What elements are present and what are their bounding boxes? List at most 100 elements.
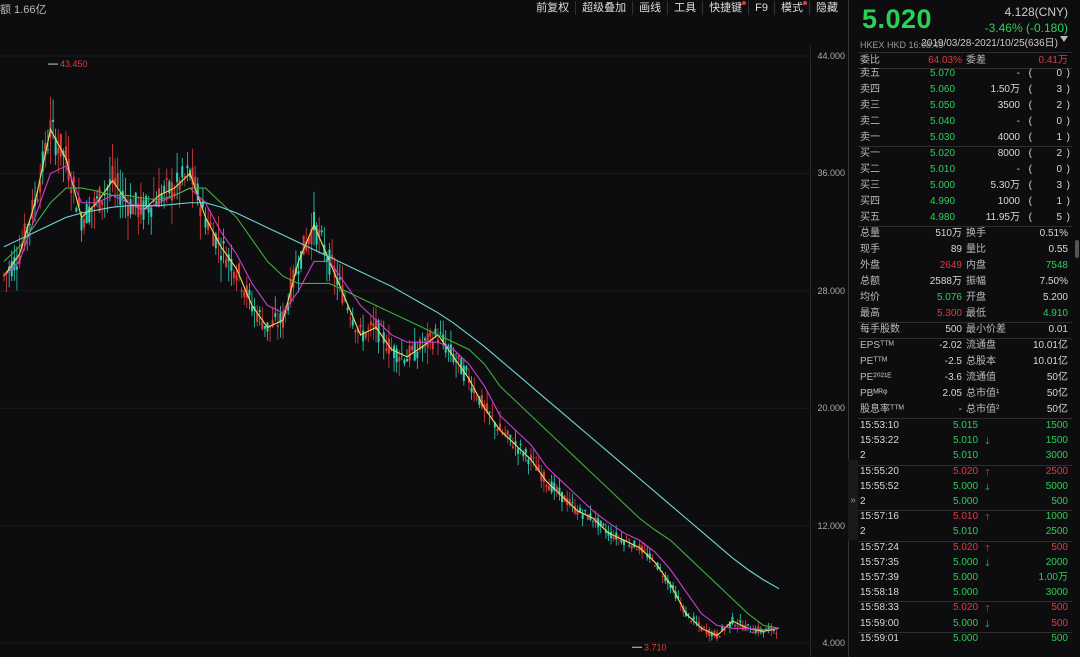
candle-body [522,452,525,457]
stat-label: 流通值 [966,372,996,383]
separator [858,540,1072,542]
tick-row: 15:58:18 5.000 3000 [858,585,1072,601]
candle-body [418,339,421,350]
tick-row: 15:57:16 5.010 🡑 1000 [858,509,1072,525]
candle-body [54,137,57,156]
candle-body [752,631,755,634]
toolbar-item[interactable]: F9 [748,1,774,15]
candle-body [158,188,160,207]
candle-body [145,195,148,206]
candle-body [511,446,514,449]
candle-body [480,395,483,408]
candle-body [767,627,770,629]
candle-body [209,222,212,225]
candle-body [457,355,460,360]
candle-body [483,404,486,409]
tick-volume: 2000 [1045,556,1068,568]
tick-volume: 3000 [1045,450,1068,462]
candle-body [72,176,75,184]
candle-body [235,275,238,281]
candle-body [59,133,62,157]
candle-body [292,269,295,288]
book-price: 5.060 [930,84,956,95]
kline-chart[interactable]: 43.450 3.710 [0,46,810,657]
candle-body [442,334,445,343]
candle-body [431,342,434,350]
book-volume: - [1016,164,1020,175]
collapse-panel-icon[interactable]: » [848,460,858,540]
candle-body [659,567,662,569]
candle-body [747,624,749,626]
panel-scrollbar[interactable] [1075,240,1079,258]
candle-body [610,531,613,539]
stat-row: 总额 2588万 振幅 7.50% [858,274,1072,290]
range-dropdown-icon[interactable] [1060,36,1068,42]
candle-body [83,219,86,228]
toolbar-item[interactable]: 隐藏 [809,1,844,15]
diff-label: 委差 [966,55,986,66]
candle-body [36,198,39,202]
stat-value: 0.01 [1048,324,1068,335]
paren: ( [1028,132,1032,143]
bids-row: 买四 4.990 1000 (1) [858,194,1072,210]
candle-body [426,333,429,348]
toolbar-item[interactable]: 画线 [632,1,667,15]
candle-body [274,313,277,318]
book-count: 2 [1056,100,1062,111]
tick-price: 5.010 [953,450,979,462]
stat-label: 最高 [860,308,880,319]
candle-body [338,277,341,280]
stat-value: 5.300 [936,308,962,319]
tick-row: 2 5.000 500 [858,494,1072,510]
stat-label: EPSᵀᵀᴹ [860,340,894,351]
price-change: -3.46% (-0.180) [984,21,1068,35]
candle-body [320,230,323,233]
candle-body [46,149,49,151]
candle-body [400,353,403,355]
candle-body [697,622,700,626]
toolbar-item[interactable]: 超级叠加 [575,1,632,15]
candle-body [349,318,352,320]
candle-body [630,545,633,549]
candle-body [75,207,78,212]
paren: ( [1028,100,1032,111]
tick-time: 15:59:00 [860,617,899,629]
notification-dot [742,1,747,5]
tick-volume: 1500 [1045,420,1068,431]
toolbar-item[interactable]: 工具 [667,1,702,15]
date-range-label[interactable]: 2019/03/28-2021/10/25(636日) [921,38,1058,49]
candle-body [718,635,721,638]
paren: ( [1028,196,1032,207]
candle-body [488,411,491,413]
candle-body [672,585,675,589]
candle-body [545,485,548,488]
candle-body [592,520,594,522]
candle-body [398,357,401,362]
book-count: 3 [1056,84,1062,95]
candle-body [230,258,233,271]
toolbar-item[interactable]: 快捷键 [702,1,748,15]
tick-volume: 1.00万 [1038,572,1068,583]
candle-body [256,312,259,322]
book-level-label: 卖三 [860,100,880,111]
stat-value: -2.02 [939,340,962,351]
candle-body [222,241,225,244]
asks-row: 卖四 5.060 1.50万 (3) [858,82,1072,98]
candle-body [103,193,106,196]
tick-row: 15:59:00 5.000 🡓 500 [858,616,1072,632]
toolbar-item[interactable]: 模式 [774,1,809,15]
stat-label: 每手股数 [860,324,900,335]
stat-label: 换手 [966,228,986,239]
candle-body [88,206,91,223]
toolbar-item[interactable]: 前复权 [536,2,570,14]
candle-body [240,290,243,292]
stat-value: 500 [945,324,962,335]
candle-body [623,540,625,546]
candle-body [429,331,432,337]
candle-body [677,596,680,599]
candle-body [261,321,264,330]
tick-time: 15:57:39 [860,572,899,583]
candle-body [439,332,442,334]
book-price: 5.000 [930,180,956,191]
candle-body [191,167,194,185]
